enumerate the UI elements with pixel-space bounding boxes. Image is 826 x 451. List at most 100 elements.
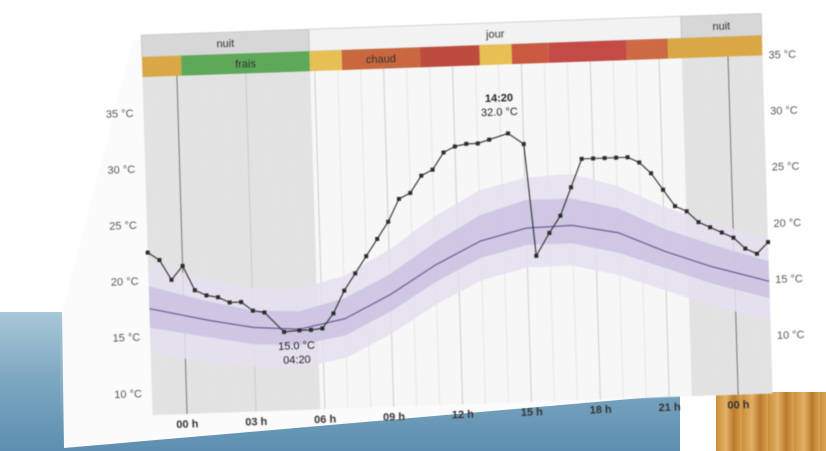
min-temp-value: 15.0 °C [278,340,315,353]
y-tick-left-0: 35 °C [106,108,134,121]
comfort-segment-4 [419,45,481,68]
temperature-point-16 [342,288,347,293]
y-tick-left-3: 20 °C [111,276,139,289]
temperature-point-25 [441,150,446,155]
temperature-point-20 [386,219,391,224]
temperature-point-43 [660,187,666,192]
grid-line-v [750,55,762,394]
grid-line-v [383,68,395,407]
comfort-bar: frais chaud [141,35,763,78]
temperature-point-4 [192,288,197,293]
x-tick-7: 21 h [658,402,681,415]
temperature-point-24 [430,167,435,172]
y-axis-right: 35 °C 30 °C 25 °C 20 °C 15 °C 10 °C [768,49,804,342]
y-tick-left-4: 15 °C [112,332,140,345]
midnight-line [727,56,739,395]
temperature-point-48 [719,230,724,235]
y-axis-left: 35 °C 30 °C 25 °C 20 °C 15 °C 10 °C [106,108,142,401]
temperature-point-22 [408,190,413,195]
temperature-point-46 [696,220,701,225]
x-axis: 00 h 03 h 06 h 09 h 12 h 15 h 18 h 21 h 00 h [176,399,750,431]
y-tick-right-4: 15 °C [775,273,803,286]
temperature-point-19 [375,236,380,242]
temperature-point-12 [297,328,302,333]
min-temp-time: 04:20 [283,354,311,367]
temperature-point-45 [684,209,689,214]
x-tick-4: 12 h [452,409,475,422]
x-tick-5: 15 h [521,406,544,419]
temperature-point-0 [145,250,150,255]
temperature-point-28 [475,141,480,146]
temperature-point-44 [672,204,678,209]
temperature-point-30 [505,131,511,136]
normal-median-line [149,224,770,330]
temperature-point-13 [308,327,314,332]
temperature-point-21 [396,196,402,202]
grid-line-v [153,76,165,415]
temperature-point-41 [637,160,642,165]
comfort-segment-1 [180,51,311,76]
temperature-point-34 [558,213,563,218]
comfort-segment-9 [667,35,763,59]
temperature-point-18 [364,254,369,259]
comfort-label-0: frais [235,58,257,71]
max-temp-time: 14:20 [485,92,513,105]
temperature-point-10 [262,310,267,315]
temperature-point-38 [602,156,607,161]
normal-range-bands [148,173,771,368]
temperature-point-3 [180,263,185,269]
max-temp-value: 32.0 °C [481,106,518,119]
temperature-point-49 [731,235,736,240]
temperature-point-42 [649,171,654,176]
normal-band-inner [148,198,770,345]
y-tick-right-5: 10 °C [777,329,805,342]
temperature-point-17 [353,271,358,276]
temperature-point-47 [708,225,713,230]
y-tick-left-1: 30 °C [107,164,135,177]
temperature-point-8 [239,299,244,305]
temperature-point-51 [754,251,759,256]
y-tick-right-3: 20 °C [773,217,801,230]
temperature-point-27 [464,141,469,146]
temperature-point-31 [521,142,526,147]
temperature-point-2 [169,277,174,282]
temperature-point-6 [215,295,221,300]
temperature-point-52 [766,240,771,245]
temperature-point-36 [579,156,584,161]
temperature-point-9 [250,308,255,313]
y-tick-right-1: 30 °C [770,105,798,118]
temperature-point-15 [331,311,336,316]
temperature-point-1 [157,257,162,263]
x-tick-1: 03 h [245,416,268,429]
temperature-point-23 [419,173,424,178]
temperature-point-7 [227,300,232,305]
y-tick-left-5: 10 °C [114,388,142,401]
temperature-point-14 [320,326,325,331]
period-label-2: nuit [712,21,730,34]
grid-line-v [360,69,372,408]
x-tick-2: 06 h [314,414,337,427]
temperature-point-29 [487,137,492,142]
comfort-segment-0 [141,55,182,78]
temperature-point-33 [547,230,552,236]
y-tick-right-2: 25 °C [772,161,800,174]
comfort-segment-7 [548,40,627,63]
temperature-point-40 [625,155,630,160]
x-tick-8: 00 h [727,399,750,412]
period-label-0: nuit [216,38,234,51]
comfort-label-1: chaud [366,53,396,66]
temperature-point-35 [568,185,574,190]
background-photo-curtain [716,392,826,451]
temperature-series [145,131,771,335]
comfort-segment-2 [309,50,343,72]
temperature-point-50 [743,246,748,251]
comfort-segment-6 [511,42,549,65]
period-header: nuit jour nuit [140,13,763,58]
x-tick-6: 18 h [590,404,613,417]
period-label-1: jour [485,28,505,41]
temperature-point-11 [282,329,287,335]
x-tick-3: 09 h [383,411,406,424]
x-tick-0: 00 h [176,419,199,432]
